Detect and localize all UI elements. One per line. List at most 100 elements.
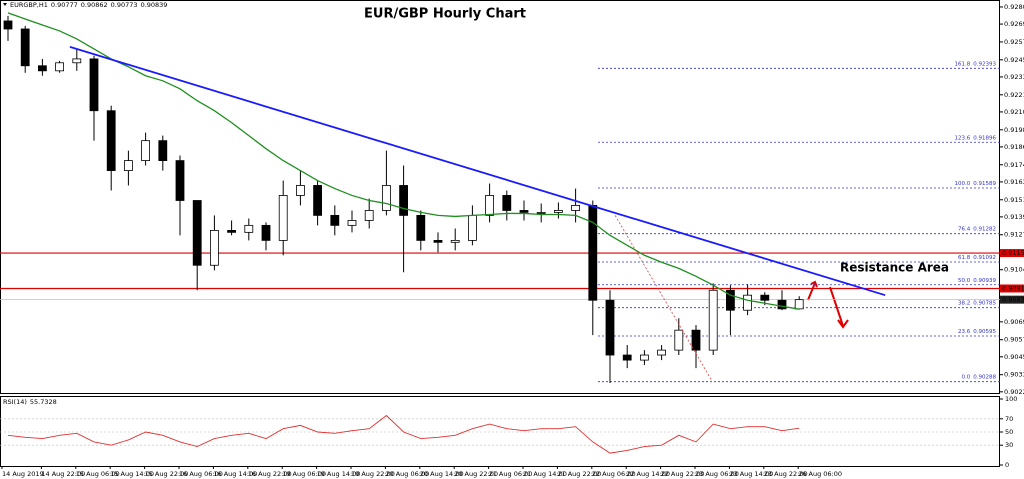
fib-price: 0.90939	[973, 277, 996, 283]
candle-body	[227, 230, 237, 233]
main-pane	[0, 0, 1000, 394]
candle-body	[536, 212, 546, 214]
y-tick-label: 0.92805	[1004, 3, 1024, 11]
candle-body	[674, 329, 684, 351]
x-tick-label: 15 Aug 06:00	[76, 470, 120, 478]
candle-body	[330, 214, 340, 226]
x-tick-label: 14 Aug 2019	[2, 470, 44, 478]
candle-body	[278, 195, 288, 241]
fib-label: 23.6 0.90595	[958, 328, 996, 334]
candle-body	[691, 329, 701, 351]
x-tick-label: 19 Aug 22:00	[351, 470, 395, 478]
rsi-tick-label: 0	[1005, 461, 1009, 469]
rsi-tick-label: 100	[1005, 395, 1017, 403]
level-label: 0.90914	[1002, 284, 1024, 292]
x-tick-label: 15 Aug 22:00	[145, 470, 189, 478]
candle-body	[106, 110, 116, 171]
rsi-tick-label: 70	[1005, 415, 1013, 423]
candle-body	[450, 239, 460, 243]
symbol-icon	[3, 3, 7, 6]
header-price: 0.90777	[51, 1, 78, 9]
candle-body	[244, 224, 254, 233]
y-tick-label: 0.91395	[1004, 213, 1024, 221]
fib-price: 0.90288	[973, 374, 996, 380]
y-tick-label: 0.91275	[1004, 231, 1024, 239]
fib-price: 0.91896	[973, 135, 996, 141]
x-tick-label: 22 Aug 14:00	[626, 470, 670, 478]
candle-body	[3, 20, 13, 30]
candle-body	[347, 220, 357, 226]
x-tick-label: 16 Aug 22:00	[248, 470, 292, 478]
x-tick-label: 16 Aug 06:00	[179, 470, 223, 478]
candle-body	[485, 195, 495, 216]
candle-body	[571, 205, 580, 211]
x-tick-label: 22 Aug 22:00	[661, 470, 705, 478]
y-tick-label: 0.91040	[1004, 266, 1024, 274]
candle-body	[55, 62, 64, 72]
candle-body	[175, 160, 185, 201]
fib-label: 38.2 0.90785	[958, 300, 996, 306]
fib-price: 0.91589	[973, 180, 996, 186]
header-price: 0.90862	[81, 1, 108, 9]
candle-body	[261, 224, 271, 241]
moving-average	[7, 12, 800, 310]
y-tick-label: 0.92335	[1004, 73, 1024, 81]
candle-body	[640, 354, 649, 361]
candle-body	[72, 58, 82, 64]
candle-body	[124, 160, 133, 171]
x-tick-label: 21 Aug 22:00	[557, 470, 601, 478]
candle-body	[158, 140, 168, 161]
trend-line	[69, 45, 886, 297]
level-box	[1000, 284, 1024, 293]
candle-body	[38, 65, 47, 72]
fib-label: 161.8 0.92393	[955, 61, 997, 67]
y-tick-label: 0.91745	[1004, 161, 1024, 169]
symbol-header: EURGBP,H1 0.90777 0.90862 0.90773 0.90839	[10, 1, 167, 9]
candle-body	[141, 140, 151, 161]
fib-level: 23.6	[958, 328, 971, 334]
fib-level: 161.8	[955, 61, 971, 67]
rsi-tick-label: 50	[1005, 428, 1013, 436]
y-tick-label: 0.90690	[1004, 318, 1024, 326]
y-tick-label: 0.92450	[1004, 56, 1024, 64]
rsi-label: RSI(14) 55.7328	[3, 398, 57, 406]
fib-label: 76.4 0.91282	[958, 226, 996, 232]
x-tick-label: 15 Aug 14:00	[110, 470, 154, 478]
fib-level: 0.0	[962, 374, 971, 380]
y-tick-label: 0.90335	[1004, 371, 1024, 379]
x-tick-label: 23 Aug 14:00	[729, 470, 773, 478]
candle-body	[399, 185, 409, 216]
y-tick-label: 0.92690	[1004, 20, 1024, 28]
x-tick-label: 23 Aug 06:00	[695, 470, 739, 478]
candle-body	[794, 299, 804, 310]
fib-price: 0.91282	[973, 226, 996, 232]
fib-label: 123.6 0.91896	[955, 135, 997, 141]
y-tick-label: 0.90455	[1004, 353, 1024, 361]
candle-body	[588, 205, 598, 301]
candle-body	[605, 299, 615, 356]
x-tick-label: 20 Aug 14:00	[420, 470, 464, 478]
x-tick-label: 19 Aug 14:00	[317, 470, 361, 478]
candle-body	[622, 354, 632, 361]
header-price: 0.90773	[111, 1, 138, 9]
candle-body	[743, 294, 752, 311]
candle-body	[433, 239, 443, 243]
candle-body	[364, 210, 374, 221]
fib-label: 0.0 0.90288	[962, 374, 997, 380]
candle-body	[657, 349, 666, 356]
fib-level: 123.6	[955, 135, 971, 141]
y-tick-label: 0.91980	[1004, 126, 1024, 134]
rsi-tick-label: 30	[1005, 441, 1013, 449]
candle-body	[209, 230, 219, 266]
down-arrow	[829, 286, 849, 329]
x-tick-label: 14 Aug 22:00	[41, 470, 85, 478]
current-price-label: 0.90839	[1002, 296, 1024, 304]
fib-label: 100.0 0.91589	[955, 180, 997, 186]
y-tick-label: 0.91510	[1004, 196, 1024, 204]
y-tick-label: 0.91630	[1004, 178, 1024, 186]
header-price: 0.90839	[141, 1, 168, 9]
x-tick-label: 22 Aug 06:00	[592, 470, 636, 478]
chart-title: EUR/GBP Hourly Chart	[364, 7, 526, 22]
fib-label: 61.8 0.91092	[958, 254, 996, 260]
candle-body	[295, 185, 305, 196]
